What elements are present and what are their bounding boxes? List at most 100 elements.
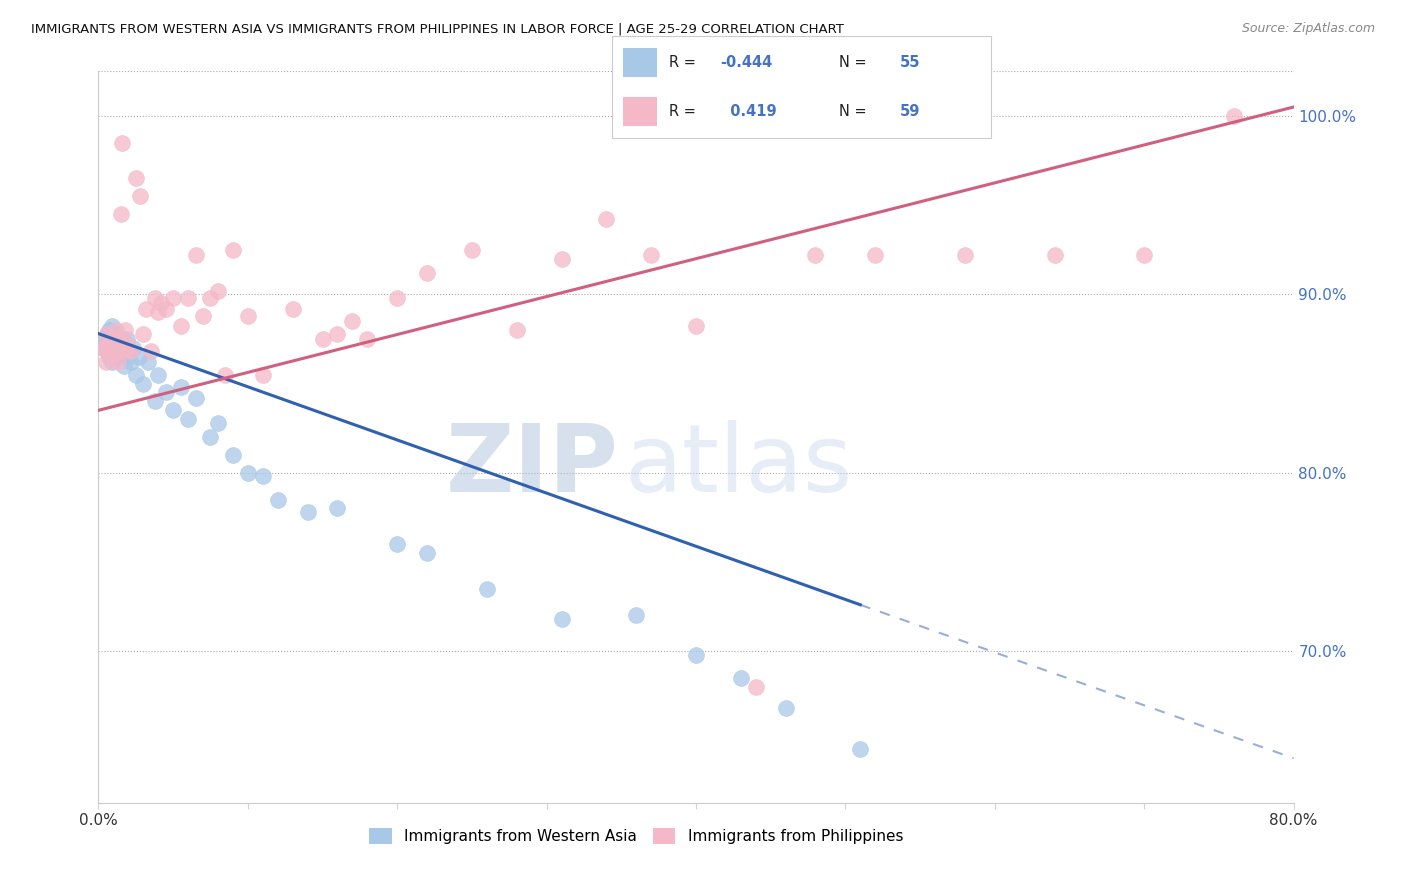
Point (108, 332, 131, 346)
FancyBboxPatch shape (623, 48, 657, 77)
Point (252, 469, 274, 483)
Point (184, 391, 207, 405)
Point (685, 648, 707, 662)
Point (105, 350, 128, 364)
Point (108, 344, 131, 359)
Point (97, 350, 120, 364)
Point (98, 337, 122, 351)
Point (117, 350, 139, 364)
Text: atlas: atlas (624, 420, 852, 512)
Point (120, 355, 142, 369)
Point (103, 344, 125, 359)
Point (94, 355, 117, 369)
Legend: Immigrants from Western Asia, Immigrants from Philippines: Immigrants from Western Asia, Immigrants… (363, 822, 910, 850)
Point (177, 412, 200, 426)
Point (93, 332, 115, 346)
Point (506, 323, 529, 337)
Point (104, 337, 127, 351)
Point (103, 332, 125, 346)
Point (115, 332, 138, 346)
Point (326, 326, 349, 341)
Point (132, 326, 155, 341)
Point (416, 546, 439, 560)
Point (169, 319, 191, 334)
Point (356, 332, 378, 346)
Point (120, 344, 142, 359)
Point (214, 368, 236, 382)
Point (297, 505, 319, 519)
Point (96, 326, 118, 341)
Point (111, 136, 134, 150)
Point (236, 466, 259, 480)
Point (128, 350, 150, 364)
Point (103, 332, 125, 346)
Text: IMMIGRANTS FROM WESTERN ASIA VS IMMIGRANTS FROM PHILIPPINES IN LABOR FORCE | AGE: IMMIGRANTS FROM WESTERN ASIA VS IMMIGRAN… (31, 22, 844, 36)
Point (129, 189, 152, 203)
Text: ZIP: ZIP (446, 420, 619, 512)
Point (143, 291, 166, 305)
Point (111, 332, 134, 346)
Point (96, 326, 118, 341)
Point (342, 314, 364, 328)
Point (104, 344, 127, 359)
Point (1223, 109, 1246, 123)
Point (121, 341, 143, 355)
Point (112, 344, 135, 359)
Point (110, 337, 132, 351)
Point (184, 248, 207, 262)
Point (745, 680, 768, 694)
Point (385, 537, 409, 551)
Point (222, 448, 245, 462)
Point (94, 337, 117, 351)
Point (91, 341, 114, 355)
Point (267, 492, 290, 507)
Point (252, 368, 274, 382)
Point (804, 248, 827, 262)
Point (550, 612, 572, 626)
Point (110, 207, 132, 221)
Point (93, 341, 115, 355)
Point (281, 301, 304, 316)
Point (775, 701, 797, 715)
Point (148, 368, 170, 382)
Point (1133, 248, 1156, 262)
Point (311, 332, 333, 346)
Point (101, 355, 124, 369)
Text: N =: N = (839, 104, 872, 120)
Point (148, 305, 170, 319)
Point (207, 416, 229, 430)
Point (104, 326, 127, 341)
FancyBboxPatch shape (623, 97, 657, 126)
Point (98, 332, 122, 346)
Point (155, 385, 177, 400)
Point (416, 266, 439, 280)
Point (107, 332, 129, 346)
Point (115, 337, 138, 351)
Point (626, 608, 648, 623)
Point (730, 671, 752, 685)
Point (97, 323, 120, 337)
Point (132, 376, 155, 391)
Point (685, 319, 707, 334)
Point (101, 319, 124, 334)
Point (207, 284, 229, 298)
Point (112, 359, 135, 373)
Point (191, 309, 214, 323)
Point (169, 380, 191, 394)
Point (91, 341, 114, 355)
Point (550, 252, 572, 266)
Point (143, 394, 166, 409)
Point (105, 323, 128, 337)
Point (177, 291, 200, 305)
Point (222, 243, 245, 257)
Point (326, 501, 349, 516)
Point (849, 742, 872, 756)
Point (595, 212, 617, 227)
Point (162, 291, 184, 305)
Point (953, 248, 976, 262)
Point (155, 301, 177, 316)
Text: R =: R = (669, 104, 700, 120)
Point (236, 309, 259, 323)
Point (640, 248, 662, 262)
Text: 0.419: 0.419 (720, 104, 776, 120)
